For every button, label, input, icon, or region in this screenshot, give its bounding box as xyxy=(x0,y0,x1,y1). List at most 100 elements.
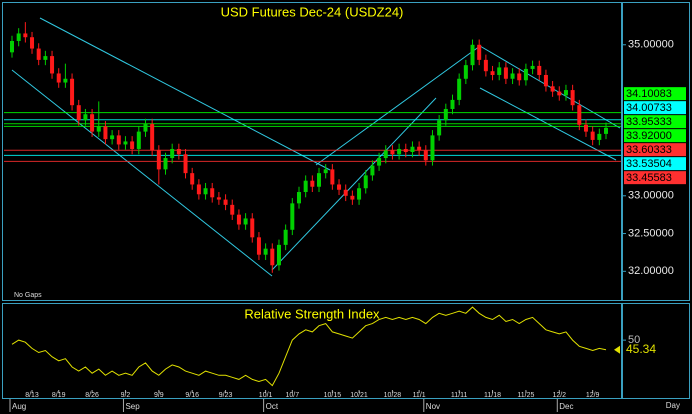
candle-body xyxy=(463,65,468,79)
candle-body xyxy=(510,73,515,79)
candle-body xyxy=(383,150,388,159)
candle-body xyxy=(417,146,422,151)
candle-body xyxy=(276,244,281,266)
candle-body xyxy=(303,180,308,193)
candle-body xyxy=(490,71,495,75)
last-value-marker xyxy=(614,345,620,354)
rsi-axis-panel xyxy=(622,303,690,399)
month-label: Sep xyxy=(125,402,140,411)
candle-body xyxy=(190,173,195,185)
candle-body xyxy=(517,73,522,81)
level-label: 34.00733 xyxy=(626,102,672,114)
candle-body xyxy=(483,59,488,72)
candle-body xyxy=(583,124,588,132)
y-tick-label: 33.00000 xyxy=(628,190,674,202)
candle-body xyxy=(523,68,528,81)
trend-line xyxy=(11,69,273,277)
last-value-label: 45.34 xyxy=(626,342,656,356)
candle-body xyxy=(210,188,215,198)
level-label: 33.53504 xyxy=(626,158,672,170)
candle-body xyxy=(203,188,208,195)
rsi-title: Relative Strength Index xyxy=(244,306,380,321)
x-tick-label: 9/2 xyxy=(121,392,131,399)
month-label: Aug xyxy=(12,402,26,411)
candle-body xyxy=(430,135,435,161)
candle-body xyxy=(243,218,248,225)
x-tick-label: 8/19 xyxy=(52,392,66,399)
x-tick-label: 11/11 xyxy=(451,392,468,399)
level-label-box xyxy=(624,143,686,157)
level-label-box xyxy=(624,171,686,185)
candle-body xyxy=(470,44,475,66)
candle-body xyxy=(143,124,148,132)
candle-body xyxy=(323,169,328,174)
level-label-box xyxy=(624,115,686,129)
y-tick-label: 35.00000 xyxy=(628,39,674,51)
candle-body xyxy=(290,203,295,230)
x-tick-label: 10/1 xyxy=(259,392,273,399)
annotation: No Gaps xyxy=(14,292,42,299)
level-label: 33.60333 xyxy=(626,144,672,156)
level-label-box xyxy=(624,101,686,115)
candle-body xyxy=(263,248,268,255)
month-label: Nov xyxy=(426,402,440,411)
candle-body xyxy=(363,175,368,189)
price-axis-panel xyxy=(622,2,690,301)
candle-body xyxy=(130,141,135,149)
candle-body xyxy=(590,131,595,140)
candle-body xyxy=(196,184,201,195)
chart-title: USD Futures Dec-24 (USDZ24) xyxy=(221,4,404,19)
candle-body xyxy=(357,188,362,200)
candle-body xyxy=(170,148,175,159)
candle-body xyxy=(216,197,221,200)
candle-body xyxy=(410,146,415,152)
month-label: Oct xyxy=(266,402,279,411)
candle-body xyxy=(477,44,482,60)
candle-body xyxy=(543,74,548,87)
candle-body xyxy=(16,33,21,41)
period-label: Day xyxy=(666,401,680,410)
candle-body xyxy=(63,78,68,83)
level-label-box xyxy=(624,157,686,171)
candle-body xyxy=(223,199,228,205)
candle-body xyxy=(337,184,342,190)
candle-body xyxy=(604,127,608,134)
candle-body xyxy=(563,90,568,96)
candle-body xyxy=(437,120,442,136)
candle-body xyxy=(156,150,161,170)
candle-body xyxy=(403,148,408,152)
candle-body xyxy=(350,195,355,200)
candle-body xyxy=(10,41,14,53)
candle-body xyxy=(283,229,288,245)
candle-body xyxy=(116,135,121,145)
candle-body xyxy=(390,150,395,155)
candle-body xyxy=(110,135,115,140)
x-tick-label: 11/25 xyxy=(517,392,534,399)
level-label: 33.92000 xyxy=(626,130,672,142)
candle-body xyxy=(123,141,128,145)
candle-body xyxy=(183,154,188,174)
candle-body xyxy=(270,248,275,266)
candle-body xyxy=(230,204,235,215)
candle-body xyxy=(296,192,301,204)
month-label: Dec xyxy=(559,402,573,411)
candle-body xyxy=(150,124,155,151)
x-tick-label: 8/26 xyxy=(85,392,99,399)
candle-body xyxy=(310,180,315,187)
x-tick-label: 9/16 xyxy=(185,392,199,399)
candle-body xyxy=(83,114,88,121)
candle-body xyxy=(597,133,602,140)
level-label: 33.45583 xyxy=(626,172,672,184)
candle-body xyxy=(557,91,562,96)
x-tick-label: 10/28 xyxy=(384,392,402,399)
candle-body xyxy=(537,65,542,75)
level-label-box xyxy=(624,87,686,101)
candle-body xyxy=(236,214,241,225)
rsi-panel xyxy=(2,303,622,399)
candle-body xyxy=(577,105,582,125)
level-label: 33.95333 xyxy=(626,116,672,128)
candle-body xyxy=(330,169,335,185)
